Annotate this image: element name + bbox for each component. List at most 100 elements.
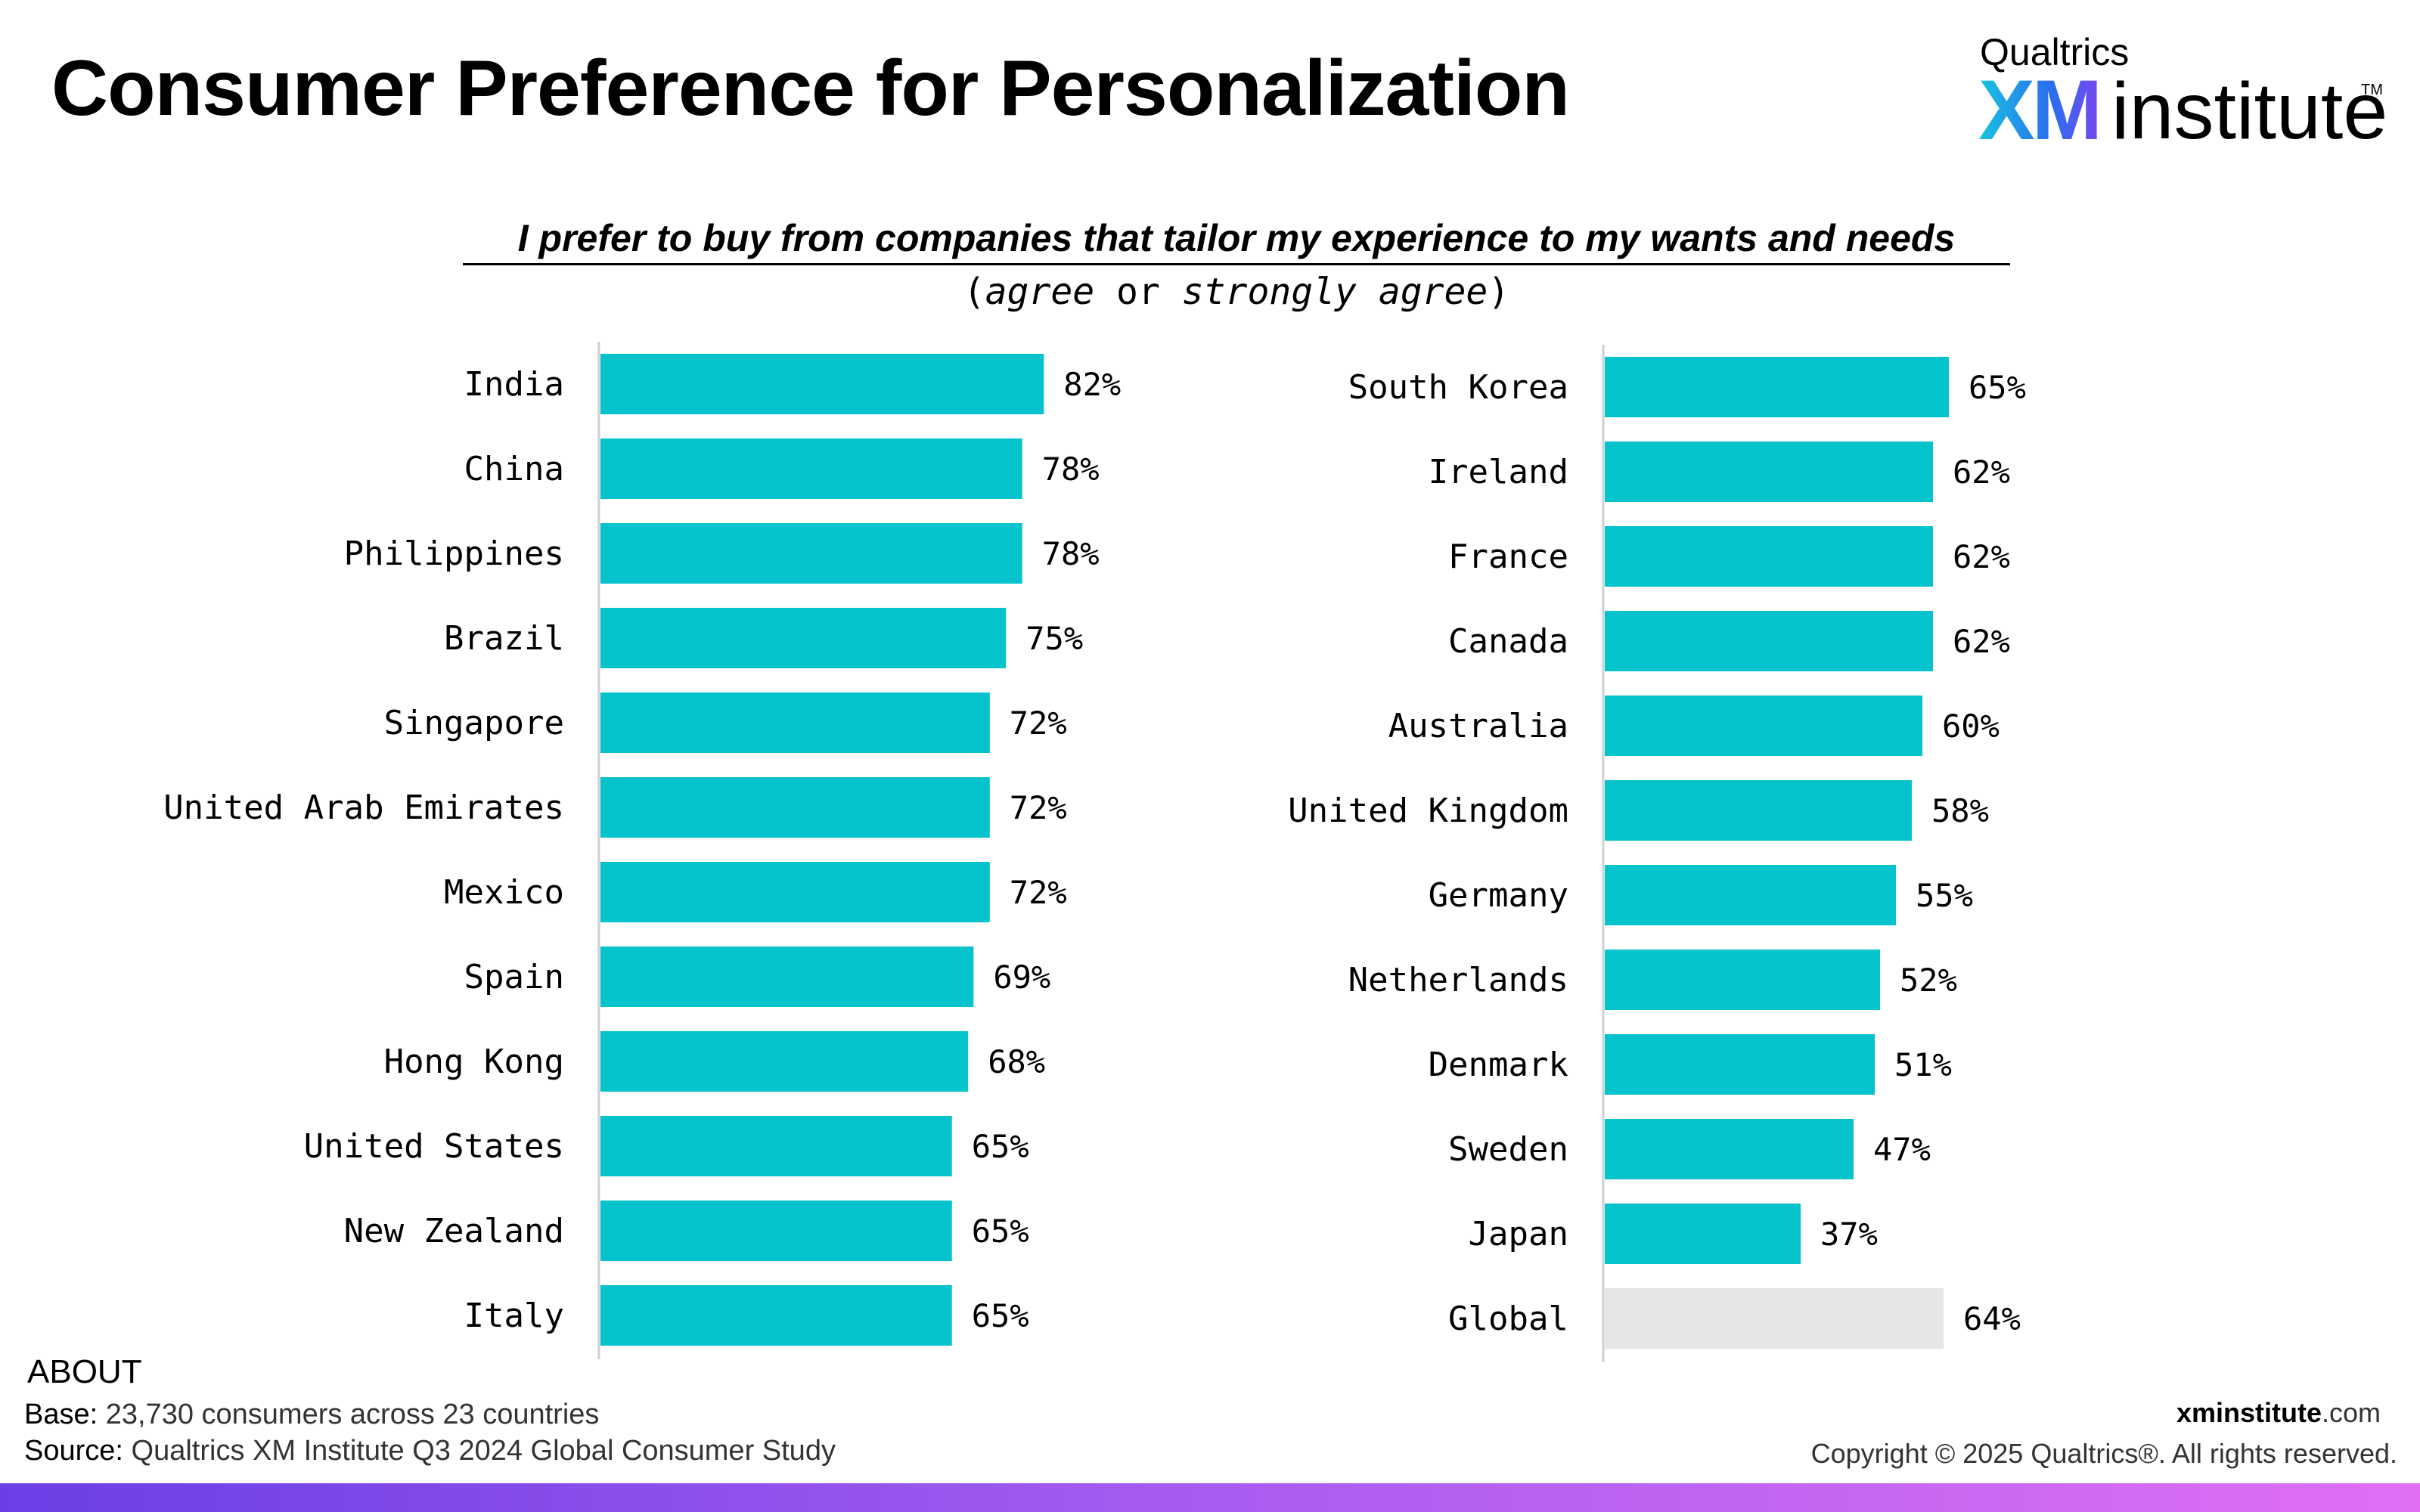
value-label-denmark: 51%: [1894, 1046, 1952, 1083]
category-label-sweden: Sweden: [1448, 1130, 1568, 1169]
base-label: Base:: [24, 1399, 98, 1430]
chart-question: I prefer to buy from companies that tail…: [517, 217, 1956, 259]
value-label-united-states: 65%: [972, 1128, 1029, 1165]
paren-open: (: [963, 271, 985, 313]
bar-ireland: [1605, 442, 1933, 502]
source-text: Qualtrics XM Institute Q3 2024 Global Co…: [123, 1435, 836, 1467]
category-label-denmark: Denmark: [1429, 1046, 1568, 1084]
value-label-france: 62%: [1953, 538, 2010, 575]
category-label-united-kingdom: United Kingdom: [1288, 792, 1568, 830]
category-label-hong-kong: Hong Kong: [384, 1043, 564, 1081]
category-label-france: France: [1448, 538, 1568, 576]
value-label-mexico: 72%: [1010, 874, 1067, 911]
bar-france: [1605, 526, 1933, 587]
bar-singapore: [600, 692, 990, 753]
bar-germany: [1605, 865, 1896, 925]
bar-philippines: [600, 523, 1022, 584]
value-label-australia: 60%: [1942, 708, 2000, 745]
site-tld: .com: [2321, 1397, 2381, 1428]
category-label-china: China: [464, 450, 564, 488]
value-label-netherlands: 52%: [1900, 962, 1957, 999]
category-label-italy: Italy: [464, 1297, 564, 1335]
category-label-united-states: United States: [304, 1127, 564, 1166]
page-title: Consumer Preference for Personalization: [51, 45, 1570, 132]
value-label-italy: 65%: [972, 1297, 1029, 1334]
logo-institute-text: institute: [2111, 67, 2388, 156]
category-label-brazil: Brazil: [444, 619, 564, 658]
category-label-singapore: Singapore: [384, 704, 564, 742]
value-label-hong-kong: 68%: [988, 1043, 1045, 1080]
bar-australia: [1605, 696, 1922, 756]
bar-united-arab-emirates: [600, 777, 990, 838]
value-label-united-kingdom: 58%: [1931, 792, 1989, 829]
value-label-singapore: 72%: [1010, 705, 1067, 742]
paren-close: ): [1488, 271, 1510, 313]
bar-brazil: [600, 608, 1007, 668]
value-label-china: 78%: [1042, 451, 1100, 488]
value-label-philippines: 78%: [1042, 535, 1100, 572]
website-link[interactable]: xminstitute.com: [2176, 1397, 2381, 1429]
category-label-mexico: Mexico: [444, 873, 564, 912]
value-label-canada: 62%: [1953, 623, 2010, 660]
value-label-ireland: 62%: [1953, 454, 2010, 491]
copyright-text: Copyright © 2025 Qualtrics®. All rights …: [1810, 1438, 2397, 1469]
category-label-australia: Australia: [1388, 707, 1568, 745]
subtitle-divider: [463, 263, 2010, 265]
strongly-agree-text: strongly agree: [1181, 271, 1488, 313]
category-label-japan: Japan: [1469, 1215, 1568, 1253]
about-heading: ABOUT: [27, 1353, 142, 1390]
value-label-spain: 69%: [993, 959, 1050, 996]
qualtrics-xm-institute-logo: Qualtrics XM institute TM: [1978, 30, 2388, 157]
bar-south-korea: [1605, 357, 1949, 417]
bar-canada: [1605, 611, 1933, 671]
value-label-sweden: 47%: [1873, 1131, 1931, 1168]
category-label-united-arab-emirates: United Arab Emirates: [163, 789, 564, 827]
bar-india: [600, 354, 1044, 414]
category-label-spain: Spain: [464, 958, 564, 996]
bar-denmark: [1605, 1034, 1875, 1095]
value-label-india: 82%: [1063, 366, 1121, 403]
bar-global: [1605, 1288, 1944, 1349]
category-label-south-korea: South Korea: [1348, 368, 1568, 407]
site-name: xminstitute: [2176, 1397, 2322, 1428]
category-label-ireland: Ireland: [1429, 453, 1568, 491]
bar-new-zealand: [600, 1201, 952, 1261]
logo-trademark: TM: [2361, 82, 2383, 98]
value-label-japan: 37%: [1820, 1216, 1878, 1253]
chart-panel-right: South Korea 65% Ireland 62% France 62% Canada 6…: [1288, 345, 2026, 1362]
value-label-new-zealand: 65%: [972, 1213, 1029, 1250]
logo-xm-text: XM: [1978, 63, 2102, 157]
value-label-south-korea: 65%: [1969, 369, 2026, 406]
bar-netherlands: [1605, 950, 1880, 1010]
bar-spain: [600, 947, 974, 1007]
bar-china: [600, 438, 1022, 499]
bar-hong-kong: [600, 1031, 969, 1092]
value-label-brazil: 75%: [1025, 620, 1083, 657]
category-label-global: Global: [1448, 1300, 1568, 1338]
chart-response-note: (agree or strongly agree): [463, 271, 2010, 313]
bar-mexico: [600, 862, 990, 922]
source-label: Source:: [24, 1435, 123, 1467]
bar-united-states: [600, 1116, 952, 1176]
category-label-canada: Canada: [1448, 622, 1568, 661]
value-label-global: 64%: [1963, 1300, 2021, 1337]
category-label-netherlands: Netherlands: [1348, 961, 1568, 999]
base-note: Base: 23,730 consumers across 23 countri…: [24, 1399, 599, 1431]
agree-text: agree: [985, 271, 1095, 313]
logo-qualtrics-text: Qualtrics: [1980, 31, 2130, 73]
category-label-india: India: [464, 365, 564, 404]
bar-united-kingdom: [1605, 780, 1912, 841]
bar-sweden: [1605, 1119, 1854, 1179]
chart-panel-left: India 82% China 78% Philippines 78% Brazil 75% S…: [163, 342, 1121, 1359]
bar-japan: [1605, 1204, 1801, 1264]
bar-italy: [600, 1285, 952, 1346]
or-text: or: [1094, 271, 1182, 313]
value-label-united-arab-emirates: 72%: [1010, 789, 1067, 826]
bottom-gradient-bar: [0, 1483, 2420, 1512]
base-text: 23,730 consumers across 23 countries: [98, 1399, 600, 1430]
category-label-germany: Germany: [1429, 876, 1568, 915]
category-label-philippines: Philippines: [344, 534, 564, 573]
category-label-new-zealand: New Zealand: [344, 1212, 564, 1250]
value-label-germany: 55%: [1916, 877, 1973, 914]
